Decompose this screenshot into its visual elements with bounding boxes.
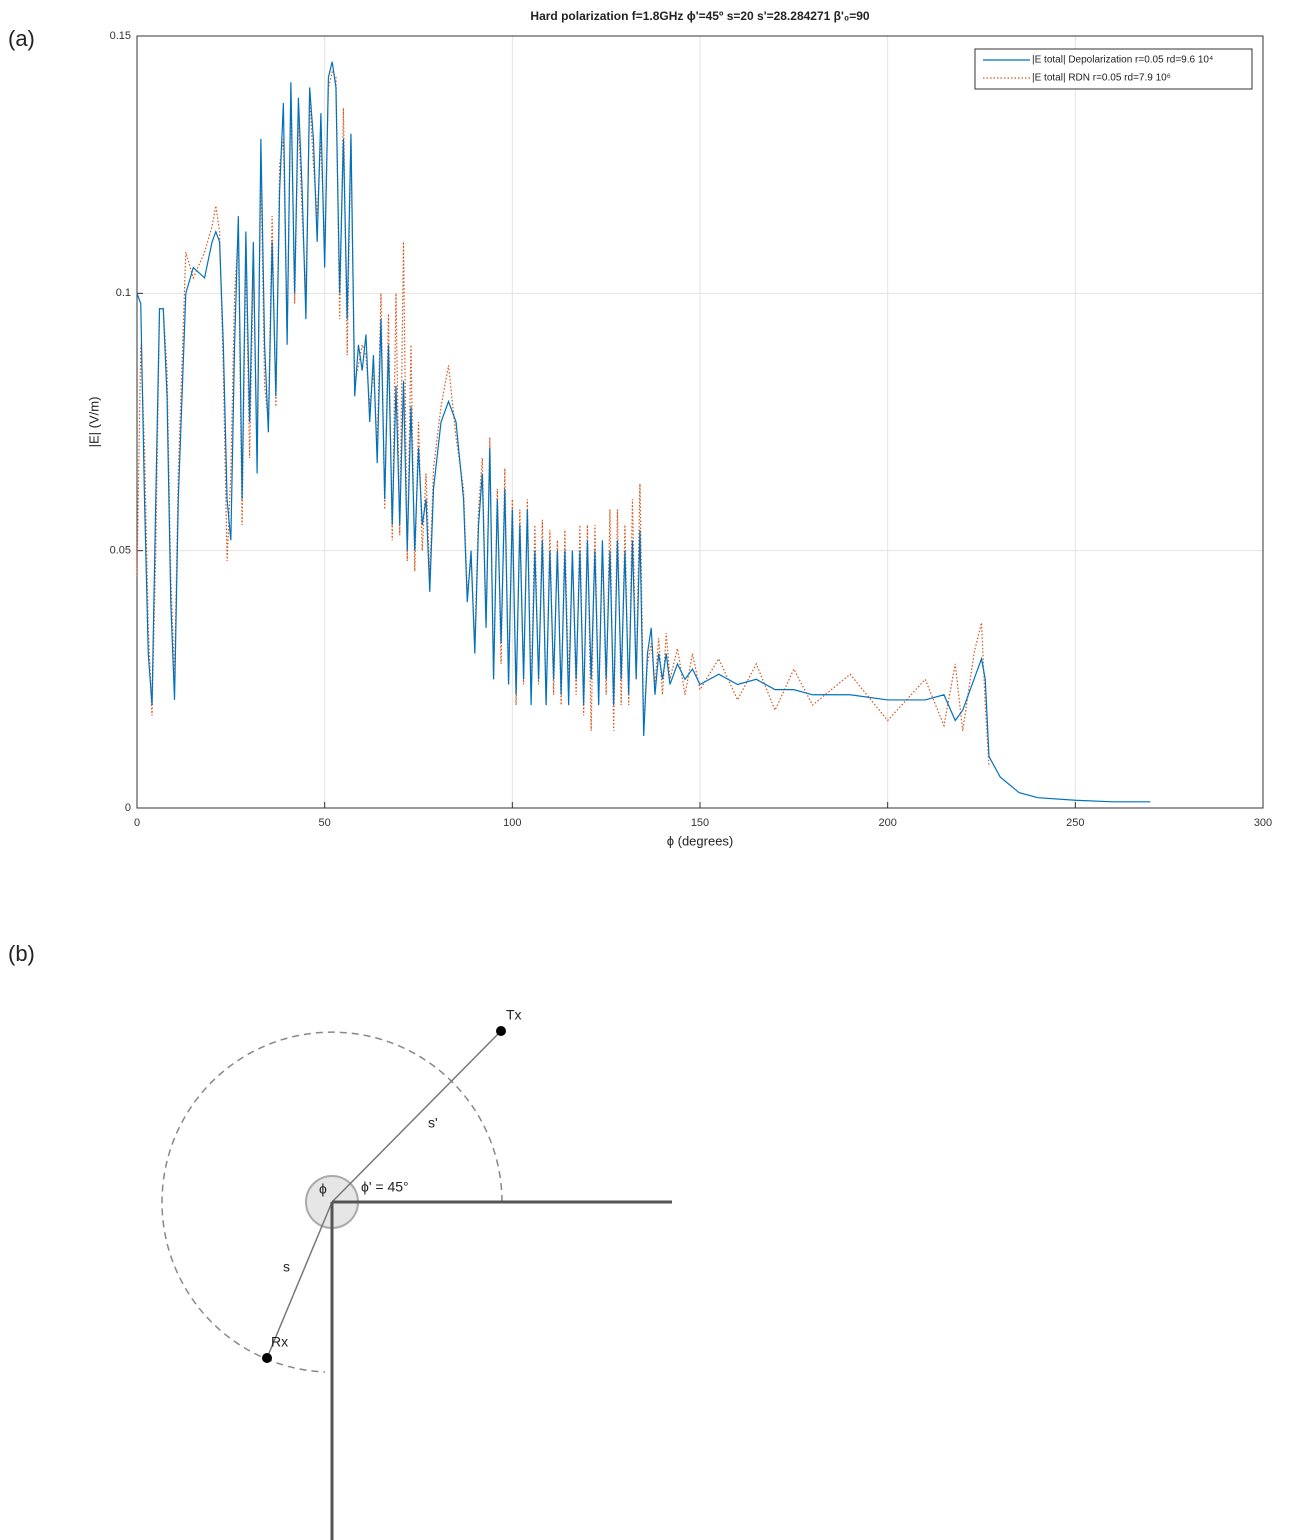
x-tick-label: 0 xyxy=(134,817,140,829)
legend-label: |E total| RDN r=0.05 rd=7.9 10⁶ xyxy=(1032,73,1171,84)
y-tick-label: 0 xyxy=(125,802,131,814)
x-tick-label: 300 xyxy=(1254,817,1272,829)
x-tick-label: 200 xyxy=(878,817,896,829)
dashed-arc xyxy=(161,1031,503,1373)
line-series xyxy=(136,70,990,767)
x-tick-label: 50 xyxy=(319,817,331,829)
plot: 0 50 100 150 200 250 300 0 0.05 0.1 0.15 |E total| … xyxy=(110,30,1273,829)
s-label: s xyxy=(283,1259,290,1275)
x-axis-label: ϕ (degrees) xyxy=(667,833,734,848)
y-tick-label: 0.1 xyxy=(116,287,131,299)
axes-box xyxy=(136,35,1264,809)
legend-label: |E total| Depolarization r=0.05 rd=9.6 1… xyxy=(1032,55,1213,66)
legend-box xyxy=(974,48,1253,90)
x-tick-label: 150 xyxy=(691,817,709,829)
ray-rx xyxy=(266,1201,333,1359)
rx-label: Rx xyxy=(271,1334,288,1350)
phi-prime-label: ϕ' = 45° xyxy=(361,1179,409,1195)
line-series xyxy=(136,61,1151,803)
x-tick-label: 100 xyxy=(503,817,521,829)
x-tick-label: 250 xyxy=(1066,817,1084,829)
tx-point xyxy=(496,1026,506,1036)
panel-label: (b) xyxy=(8,941,35,966)
y-axis-label: |E| (V/m) xyxy=(86,397,101,448)
ray-tx xyxy=(331,1030,502,1203)
rx-point xyxy=(262,1353,272,1363)
y-tick-label: 0.05 xyxy=(110,545,131,557)
chart-title: Hard polarization f=1.8GHz ϕ'=45º s=20 s… xyxy=(530,9,870,23)
panel-label: (a) xyxy=(8,26,35,51)
tx-label: Tx xyxy=(506,1007,522,1023)
diagram: Tx Rx s' s ϕ ϕ' = 45° xyxy=(161,1007,672,1540)
y-tick-label: 0.15 xyxy=(110,30,131,42)
phi-label: ϕ xyxy=(319,1181,327,1197)
s-prime-label: s' xyxy=(428,1115,438,1131)
